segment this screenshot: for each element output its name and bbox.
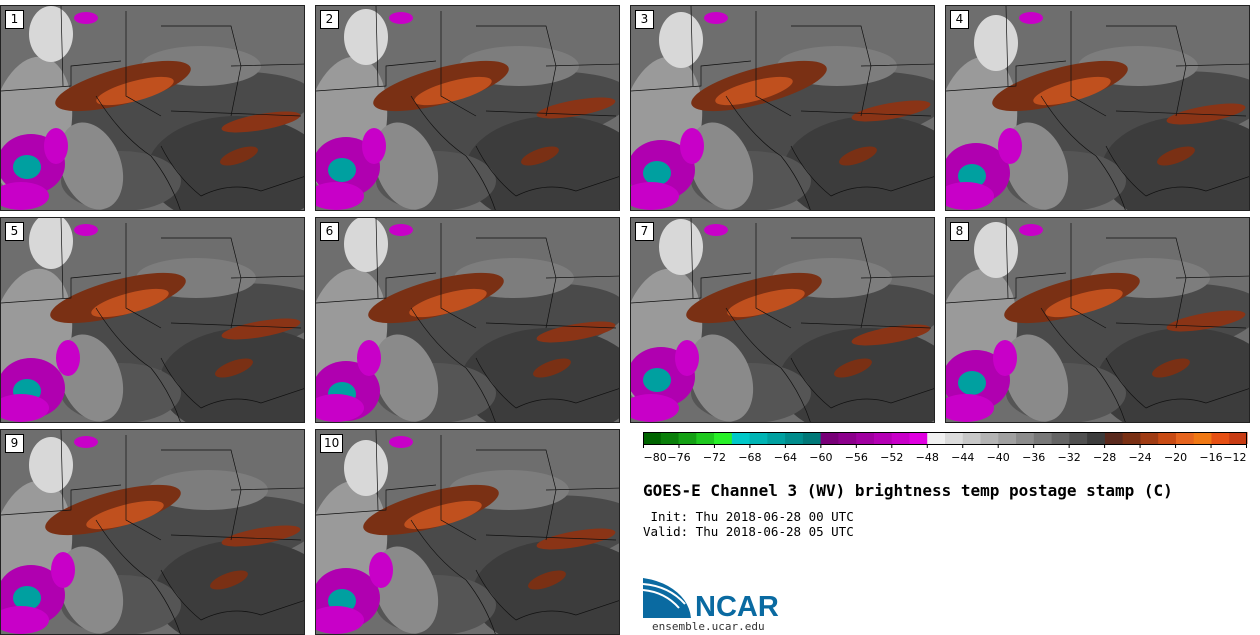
panel-number: 3: [635, 10, 654, 29]
panel-number: 8: [950, 222, 969, 241]
map-panel-9: 9: [0, 429, 305, 635]
colorbar: −80 −76 −72 −68 −64 −60 −56 −52 −48 −44 −40 −36 −32−…: [643, 432, 1248, 472]
colorbar-swatch: [1229, 432, 1248, 444]
panel-number: 1: [5, 10, 24, 29]
colorbar-swatch: [802, 432, 822, 444]
colorbar-swatch: [1122, 432, 1141, 444]
colorbar-swatch: [838, 432, 857, 444]
colorbar-swatch: [660, 432, 680, 444]
colorbar-swatch: [767, 432, 786, 444]
colorbar-svg: −80 −76 −72 −68 −64 −60 −56 −52 −48 −44 −40 −36 −32−…: [643, 432, 1248, 464]
colorbar-border: [643, 432, 1247, 445]
colorbar-swatch: [856, 432, 875, 444]
colorbar-tick-label: −20: [1164, 451, 1187, 464]
map-panel-8: 8: [945, 217, 1250, 423]
colorbar-swatch: [1051, 432, 1070, 444]
colorbar-swatch: [749, 432, 768, 444]
colorbar-tick-label: −72: [703, 451, 726, 464]
panel-number: 10: [320, 434, 344, 453]
colorbar-tick-label: −16: [1199, 451, 1222, 464]
panel-number: 7: [635, 222, 654, 241]
panel-number: 5: [5, 222, 24, 241]
colorbar-tick-label: −56: [845, 451, 868, 464]
panel-number: 9: [5, 434, 24, 453]
colorbar-tick-label: −60: [809, 451, 832, 464]
map-panel-7: 7: [630, 217, 935, 423]
map-panel-6: 6: [315, 217, 620, 423]
colorbar-tick-label: −68: [738, 451, 761, 464]
map-panel-1: 1: [0, 5, 305, 211]
map-panel-3: 3: [630, 5, 935, 211]
colorbar-swatch: [927, 432, 946, 444]
colorbar-tick-label: −36: [1022, 451, 1045, 464]
colorbar-swatch: [1087, 432, 1106, 444]
ncar-logo: NCAR: [642, 578, 793, 626]
map-panel-4: 4: [945, 5, 1250, 211]
panel-number: 2: [320, 10, 339, 29]
panel-number: 6: [320, 222, 339, 241]
init-time: Init: Thu 2018-06-28 00 UTC: [643, 509, 854, 524]
colorbar-swatch: [998, 432, 1017, 444]
colorbar-tick-label: −40: [987, 451, 1010, 464]
colorbar-tick-label: −48: [916, 451, 939, 464]
colorbar-tick-label: −76: [667, 451, 690, 464]
colorbar-swatch: [1033, 432, 1053, 444]
colorbar-swatch: [714, 432, 733, 444]
colorbar-swatch: [1140, 432, 1159, 444]
colorbar-swatch: [962, 432, 982, 444]
colorbar-tick-label: −44: [951, 451, 974, 464]
colorbar-tick-label: −12: [1223, 451, 1246, 464]
ncar-logo-graphic: NCAR: [642, 578, 779, 623]
colorbar-swatch: [945, 432, 964, 444]
panel-number: 4: [950, 10, 969, 29]
figure-title: GOES-E Channel 3 (WV) brightness temp po…: [643, 481, 1173, 500]
colorbar-tick-label: −32: [1058, 451, 1081, 464]
ncar-logo-text: NCAR: [695, 591, 779, 622]
logo-url: ensemble.ucar.edu: [652, 620, 765, 633]
colorbar-swatch: [891, 432, 910, 444]
valid-time: Valid: Thu 2018-06-28 05 UTC: [643, 524, 854, 539]
colorbar-tick-label: −24: [1128, 451, 1151, 464]
colorbar-swatch: [678, 432, 697, 444]
colorbar-swatch: [1069, 432, 1088, 444]
colorbar-swatch: [873, 432, 893, 444]
colorbar-tick-label: −64: [774, 451, 797, 464]
colorbar-swatch: [1175, 432, 1195, 444]
colorbar-tick-label: −80: [644, 451, 667, 464]
map-panel-5: 5: [0, 217, 305, 423]
colorbar-swatch: [696, 432, 715, 444]
colorbar-swatch: [1104, 432, 1124, 444]
colorbar-swatch: [1158, 432, 1177, 444]
map-panel-2: 2: [315, 5, 620, 211]
colorbar-swatch: [820, 432, 839, 444]
colorbar-swatch: [1016, 432, 1035, 444]
colorbar-swatch: [1193, 432, 1212, 444]
colorbar-swatch: [909, 432, 928, 444]
map-panel-10: 10: [315, 429, 620, 635]
colorbar-tick-label: −28: [1093, 451, 1116, 464]
colorbar-swatch: [1211, 432, 1230, 444]
colorbar-swatch: [980, 432, 999, 444]
colorbar-tick-label: −52: [880, 451, 903, 464]
colorbar-swatch: [643, 432, 662, 444]
colorbar-swatch: [785, 432, 804, 444]
colorbar-swatch: [731, 432, 751, 444]
ncar-swoosh-icon: [642, 578, 691, 618]
